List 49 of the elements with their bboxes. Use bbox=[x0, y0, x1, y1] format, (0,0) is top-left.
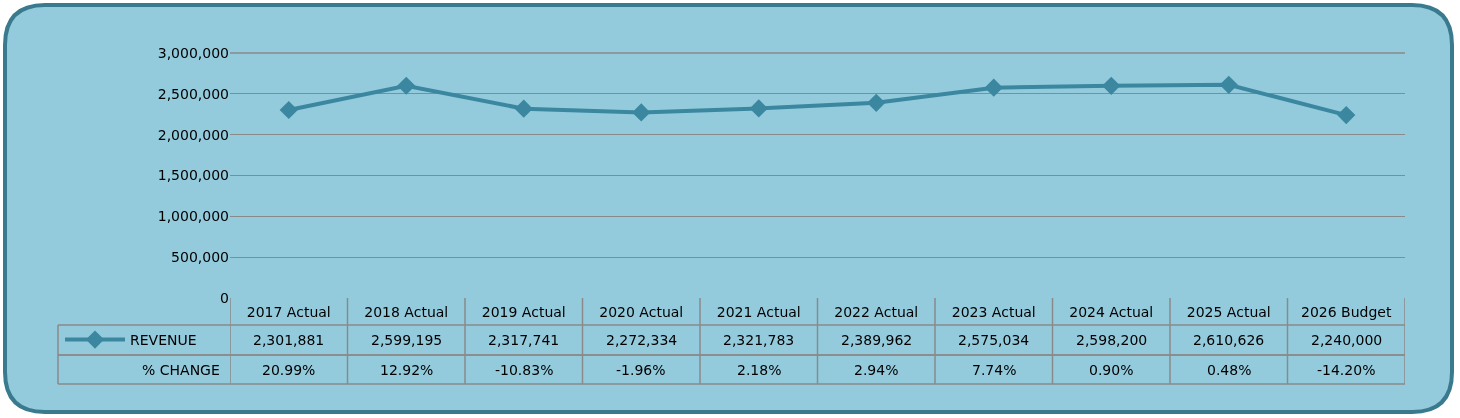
data-label: 2,389,962 bbox=[841, 332, 913, 348]
y-tick-label: 0 bbox=[220, 289, 229, 306]
x-tick-label: 2020 Actual bbox=[599, 304, 684, 320]
text: 2.94% bbox=[854, 362, 899, 378]
y-tick-label: 1,500,000 bbox=[157, 167, 229, 184]
x-tick-label: 2023 Actual bbox=[951, 304, 1036, 320]
point bbox=[514, 99, 533, 118]
text: -1.96% bbox=[616, 362, 666, 378]
x-tick-label: 2022 Actual bbox=[834, 304, 919, 320]
x-tick-label: 2024 Actual bbox=[1069, 304, 1154, 320]
data-label: 2,610,626 bbox=[1193, 332, 1265, 348]
point bbox=[867, 93, 886, 112]
data-label: 2,272,334 bbox=[606, 332, 678, 348]
point bbox=[984, 78, 1003, 97]
text: 12.92% bbox=[380, 362, 434, 378]
y-tick-label: 2,500,000 bbox=[157, 85, 229, 102]
x-tick-label: 2018 Actual bbox=[364, 304, 449, 320]
y-tick-label: 500,000 bbox=[171, 249, 229, 266]
data-label: 2,598,200 bbox=[1076, 332, 1148, 348]
point bbox=[397, 76, 416, 95]
data-label: 2,321,783 bbox=[723, 332, 795, 348]
data-label: 2,240,000 bbox=[1311, 332, 1383, 348]
data-label: 2,301,881 bbox=[253, 332, 325, 348]
point bbox=[1337, 105, 1356, 125]
point bbox=[749, 99, 768, 118]
text: 0.90% bbox=[1089, 362, 1134, 378]
point bbox=[632, 103, 651, 122]
text: 2.18% bbox=[737, 362, 782, 378]
text: 20.99% bbox=[262, 362, 316, 378]
text: -10.83% bbox=[495, 362, 554, 378]
legend-label: REVENUE bbox=[130, 332, 197, 349]
data-label: 2,575,034 bbox=[958, 332, 1030, 348]
data-label: 2,599,195 bbox=[371, 332, 443, 348]
x-tick-label: 2017 Actual bbox=[246, 304, 331, 320]
y-tick-label: 2,000,000 bbox=[157, 126, 229, 143]
point bbox=[279, 100, 298, 120]
x-tick-label: 2025 Actual bbox=[1186, 304, 1271, 320]
point bbox=[1102, 76, 1121, 95]
text: % CHANGE bbox=[142, 362, 220, 378]
text: 7.74% bbox=[972, 362, 1017, 378]
text: -14.20% bbox=[1317, 362, 1376, 378]
x-tick-label: 2021 Actual bbox=[716, 304, 801, 320]
y-tick-label: 3,000,000 bbox=[157, 44, 229, 61]
data-label: 2,317,741 bbox=[488, 332, 560, 348]
point bbox=[1219, 75, 1238, 94]
x-tick-label: 2019 Actual bbox=[481, 304, 566, 320]
y-tick-label: 1,000,000 bbox=[157, 208, 229, 225]
x-tick-label: 2026 Budget bbox=[1301, 304, 1392, 320]
text: 0.48% bbox=[1207, 362, 1252, 378]
